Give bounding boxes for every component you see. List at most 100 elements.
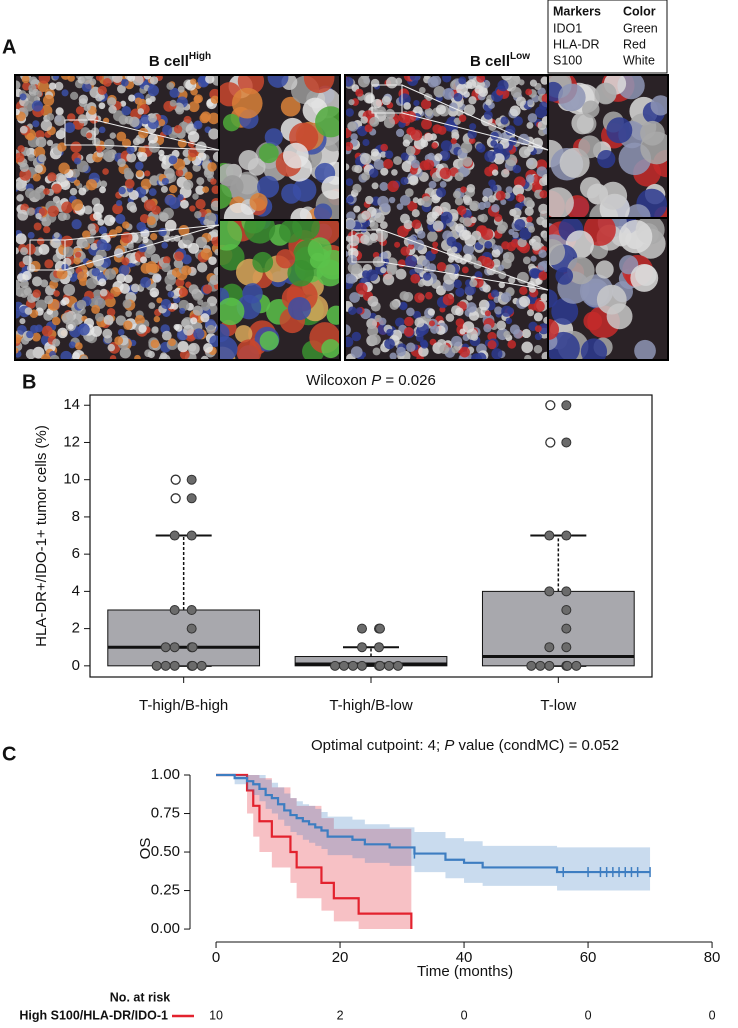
cell	[496, 224, 507, 234]
cell	[490, 140, 498, 147]
cell	[537, 120, 547, 130]
point	[186, 623, 197, 634]
cell	[17, 145, 25, 153]
cell	[408, 243, 415, 250]
cell	[419, 160, 430, 171]
cell	[109, 132, 117, 139]
cell	[497, 264, 505, 271]
point	[561, 586, 572, 597]
cell	[64, 122, 76, 134]
cell	[164, 274, 176, 286]
cell	[404, 316, 414, 327]
cell	[214, 248, 219, 256]
cell	[388, 196, 396, 204]
cell	[195, 185, 205, 195]
cell	[428, 180, 437, 189]
cell	[99, 180, 108, 188]
cell	[46, 139, 54, 147]
cell	[355, 88, 364, 97]
point	[561, 623, 572, 634]
cell	[519, 286, 528, 295]
cell	[514, 219, 526, 231]
x-tick-label: T-low	[540, 697, 576, 714]
cell	[634, 339, 656, 360]
cell	[516, 271, 529, 284]
cell	[386, 328, 394, 337]
cell	[463, 91, 470, 98]
cell	[24, 307, 33, 315]
cell	[43, 188, 50, 195]
cell	[373, 159, 385, 170]
cell	[32, 173, 41, 182]
cell	[414, 292, 425, 303]
cell	[188, 284, 199, 295]
cell	[73, 179, 81, 186]
cell	[183, 115, 192, 124]
cell	[403, 102, 411, 110]
cell	[182, 233, 194, 245]
cell	[411, 209, 420, 218]
cell	[97, 219, 105, 226]
cell	[15, 108, 20, 116]
cell	[70, 141, 82, 153]
cell	[378, 317, 387, 326]
cell	[188, 147, 199, 158]
cell	[165, 284, 173, 292]
cell	[213, 267, 219, 276]
cell	[381, 95, 391, 106]
cell	[484, 240, 493, 249]
cell	[463, 104, 476, 116]
cell	[33, 222, 42, 231]
survival-curve	[216, 773, 651, 874]
cell	[98, 126, 106, 134]
cell	[442, 88, 455, 100]
point	[186, 474, 197, 485]
cell	[567, 256, 595, 285]
cell	[495, 190, 506, 201]
cell	[414, 264, 424, 274]
cell	[582, 100, 600, 118]
point	[561, 604, 572, 615]
cell	[414, 317, 425, 328]
cell	[143, 75, 152, 80]
point	[571, 660, 582, 671]
cell	[149, 287, 160, 298]
cell	[374, 212, 385, 223]
cell	[36, 237, 45, 245]
cell	[193, 328, 205, 340]
cell	[498, 281, 505, 289]
cell	[597, 149, 616, 169]
cell	[58, 162, 70, 174]
cell	[412, 310, 422, 320]
cell	[542, 231, 548, 242]
cell	[431, 142, 438, 149]
cell	[571, 111, 594, 135]
cell	[455, 318, 465, 327]
cell	[234, 325, 253, 343]
cell	[533, 312, 543, 322]
cell	[57, 212, 67, 222]
cell	[526, 309, 535, 317]
cell	[579, 176, 602, 199]
title-part: Wilcoxon	[306, 372, 371, 389]
micrograph-frame	[218, 219, 341, 361]
cell	[252, 251, 274, 273]
cell	[75, 342, 83, 350]
cell	[348, 306, 357, 316]
cell	[405, 145, 416, 156]
cell	[159, 212, 169, 222]
zoom-line	[401, 112, 549, 151]
cell	[193, 94, 203, 104]
cell	[71, 219, 82, 230]
cell	[456, 205, 467, 216]
cell	[195, 142, 207, 153]
cell	[119, 347, 131, 359]
cell	[19, 125, 28, 134]
cell	[82, 240, 89, 248]
cell	[26, 132, 35, 141]
cell	[484, 150, 496, 162]
cell	[453, 92, 463, 102]
cell	[125, 310, 132, 318]
cell	[42, 94, 55, 106]
